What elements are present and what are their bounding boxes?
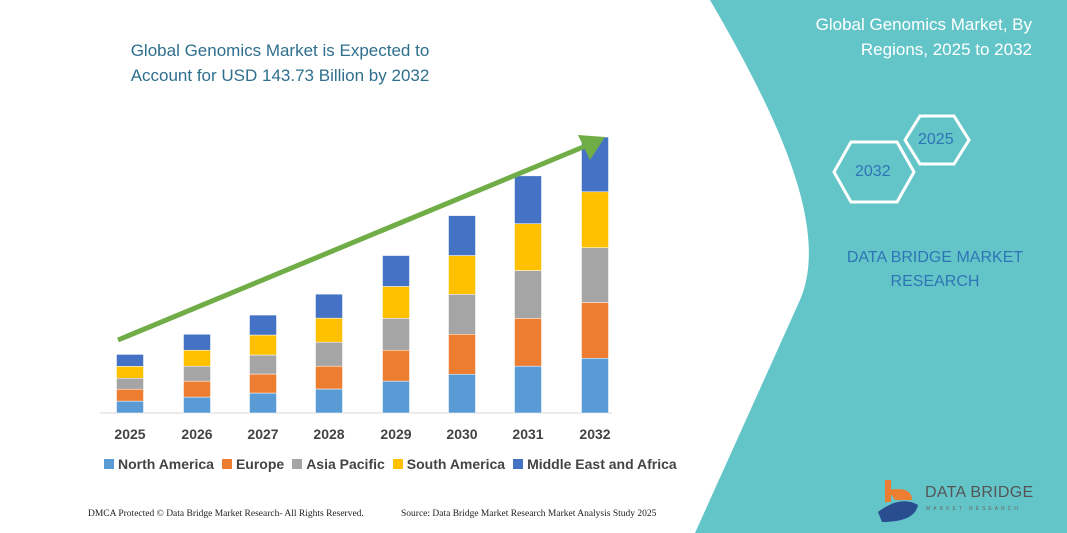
bar-segment-2027-south-america bbox=[249, 334, 277, 356]
bar-segment-2025-asia-pacific bbox=[116, 377, 144, 390]
x-tick-label: 2029 bbox=[380, 426, 412, 442]
bar-segment-2032-asia-pacific bbox=[581, 247, 609, 303]
legend-label: North America bbox=[118, 456, 214, 472]
logo-name: DATA BRIDGE bbox=[925, 484, 1034, 501]
bar-segment-2031-middle-east-and-africa bbox=[514, 175, 542, 224]
legend-item: Asia Pacific bbox=[292, 456, 385, 472]
side-panel-title: Global Genomics Market, By Regions, 2025… bbox=[815, 15, 1032, 59]
bar-segment-2026-north-america bbox=[183, 396, 211, 414]
hexagon-2032 bbox=[832, 140, 916, 204]
hex-label-2032: 2032 bbox=[855, 163, 891, 180]
legend-label: Asia Pacific bbox=[306, 456, 385, 472]
bar-segment-2029-middle-east-and-africa bbox=[382, 255, 410, 287]
legend-item: Middle East and Africa bbox=[513, 456, 677, 472]
bar-segment-2032-europe bbox=[581, 302, 609, 359]
bar-segment-2027-asia-pacific bbox=[249, 354, 277, 375]
side-panel-brand: DATA BRIDGE MARKET RESEARCH bbox=[846, 249, 1024, 290]
bar-segment-2031-north-america bbox=[514, 365, 542, 414]
bar-segment-2029-south-america bbox=[382, 286, 410, 319]
bar-segment-2031-south-america bbox=[514, 223, 542, 271]
legend-swatch bbox=[513, 459, 524, 469]
x-tick-label: 2032 bbox=[579, 426, 611, 442]
x-tick-label: 2031 bbox=[512, 426, 544, 442]
bar-segment-2030-europe bbox=[448, 334, 476, 375]
bar-segment-2028-north-america bbox=[315, 388, 343, 414]
x-tick-label: 2027 bbox=[247, 426, 279, 442]
bar-segment-2028-asia-pacific bbox=[315, 341, 343, 367]
trend-arrow bbox=[117, 135, 605, 343]
bar-segment-2025-north-america bbox=[116, 400, 144, 414]
legend-swatch bbox=[104, 459, 114, 469]
bar-segment-2032-north-america bbox=[581, 358, 609, 414]
bar-segment-2027-europe bbox=[249, 373, 277, 394]
bar-segment-2031-europe bbox=[514, 318, 542, 367]
hexagon-2025 bbox=[903, 114, 971, 166]
bar-segment-2028-europe bbox=[315, 365, 343, 390]
bar-segment-2029-europe bbox=[382, 349, 410, 382]
legend-label: South America bbox=[406, 456, 506, 472]
legend-swatch bbox=[292, 459, 303, 469]
side-panel-shape bbox=[695, 0, 1067, 533]
bar-segment-2029-asia-pacific bbox=[382, 318, 410, 351]
x-tick-label: 2026 bbox=[181, 426, 213, 442]
bar-segment-2029-north-america bbox=[382, 380, 410, 414]
bar-segment-2030-middle-east-and-africa bbox=[448, 215, 476, 256]
legend-item: Europe bbox=[221, 456, 285, 472]
bar-segment-2026-south-america bbox=[183, 349, 211, 367]
legend-swatch bbox=[392, 459, 403, 469]
hex-label-2025: 2025 bbox=[918, 131, 954, 148]
legend-label: Middle East and Africa bbox=[527, 456, 677, 472]
bar-segment-2028-middle-east-and-africa bbox=[315, 293, 343, 319]
footer-copyright: DMCA Protected © Data Bridge Market Rese… bbox=[88, 509, 364, 519]
bar-segment-2027-middle-east-and-africa bbox=[249, 314, 277, 336]
logo-subtitle: MARKET RESEARCH bbox=[926, 506, 1021, 512]
footer-source: Source: Data Bridge Market Research Mark… bbox=[401, 509, 657, 519]
legend-item: North America bbox=[104, 456, 214, 472]
logo-icon bbox=[878, 480, 918, 522]
bar-segment-2030-asia-pacific bbox=[448, 294, 476, 335]
bar-segment-2025-south-america bbox=[116, 366, 144, 379]
bar-segment-2032-south-america bbox=[581, 191, 609, 248]
bar-segment-2026-asia-pacific bbox=[183, 365, 211, 382]
legend-swatch bbox=[221, 459, 232, 469]
legend: North America Europe Asia Pacific South Ame… bbox=[104, 456, 677, 472]
bar-segment-2028-south-america bbox=[315, 317, 343, 343]
legend-label: Europe bbox=[235, 456, 285, 472]
bar-segment-2027-north-america bbox=[249, 392, 277, 414]
bar-segment-2031-asia-pacific bbox=[514, 270, 542, 319]
bar-segment-2025-europe bbox=[116, 388, 144, 402]
legend-item: South America bbox=[392, 456, 506, 472]
x-tick-label: 2025 bbox=[114, 426, 146, 442]
x-tick-label: 2030 bbox=[446, 426, 478, 442]
bar-segment-2026-europe bbox=[183, 380, 211, 398]
bar-segment-2026-middle-east-and-africa bbox=[183, 334, 211, 351]
chart-title: Global Genomics Market is Expected to Ac… bbox=[130, 41, 430, 85]
x-tick-label: 2028 bbox=[313, 426, 345, 442]
bar-segment-2030-north-america bbox=[448, 373, 476, 414]
bar-segment-2030-south-america bbox=[448, 255, 476, 295]
bar-segment-2025-middle-east-and-africa bbox=[116, 354, 144, 367]
